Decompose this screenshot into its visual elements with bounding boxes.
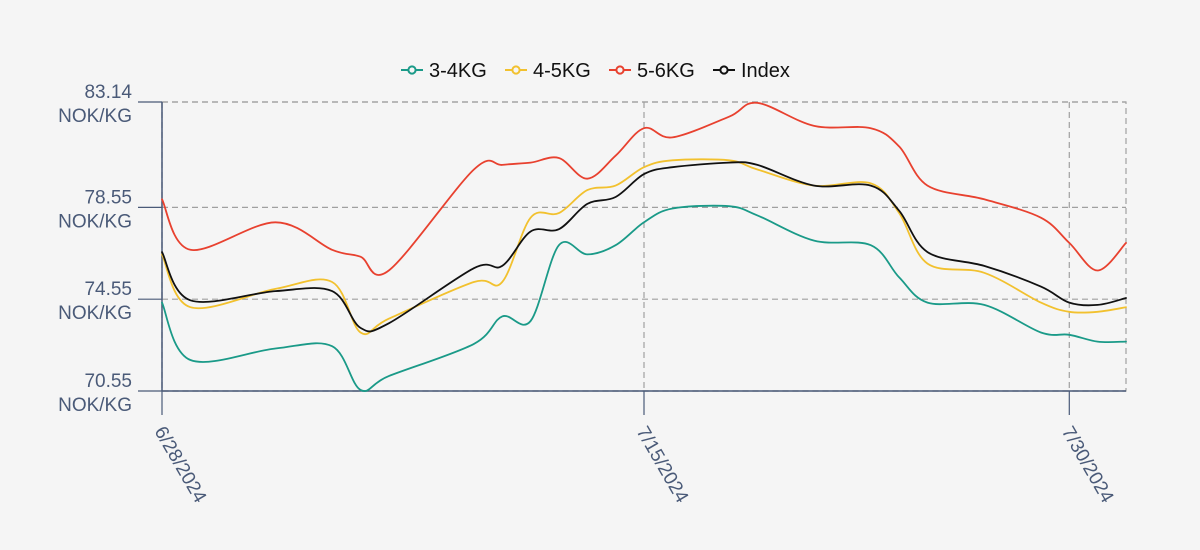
legend-label: Index <box>741 60 790 82</box>
series-line-3-4kg <box>161 204 1127 392</box>
legend: 3-4KG 4-5KG 5-6KG Index <box>401 60 790 82</box>
legend-marker-icon <box>511 65 521 75</box>
y-tick-label: 78.55 <box>84 187 132 208</box>
y-tick-unit: NOK/KG <box>58 395 132 416</box>
axes: 83.14 NOK/KG 78.55 NOK/KG 74.55 NOK/KG 70.55 NO… <box>58 82 1126 507</box>
y-tick-unit: NOK/KG <box>58 211 132 232</box>
y-tick-unit: NOK/KG <box>58 106 132 127</box>
grid <box>161 101 1127 392</box>
x-tick-label: 7/15/2024 <box>632 423 693 507</box>
series-line-5-6kg <box>161 101 1127 276</box>
legend-label: 4-5KG <box>533 60 591 82</box>
y-tick-label: 74.55 <box>84 279 132 300</box>
legend-marker-icon <box>719 65 729 75</box>
plot-area <box>161 101 1127 392</box>
x-tick-label: 6/28/2024 <box>150 423 211 507</box>
legend-item-3-4kg[interactable]: 3-4KG <box>401 60 487 82</box>
legend-marker-icon <box>407 65 417 75</box>
legend-label: 5-6KG <box>637 60 695 82</box>
series-line-index <box>161 161 1127 333</box>
y-tick-label: 70.55 <box>84 371 132 392</box>
legend-item-index[interactable]: Index <box>713 60 790 82</box>
series-line-4-5kg <box>161 158 1127 335</box>
y-tick-unit: NOK/KG <box>58 303 132 324</box>
legend-marker-icon <box>615 65 625 75</box>
legend-item-4-5kg[interactable]: 4-5KG <box>505 60 591 82</box>
x-tick-label: 7/30/2024 <box>1057 423 1118 507</box>
y-tick-label: 83.14 <box>84 82 132 103</box>
legend-label: 3-4KG <box>429 60 487 82</box>
legend-item-5-6kg[interactable]: 5-6KG <box>609 60 695 82</box>
